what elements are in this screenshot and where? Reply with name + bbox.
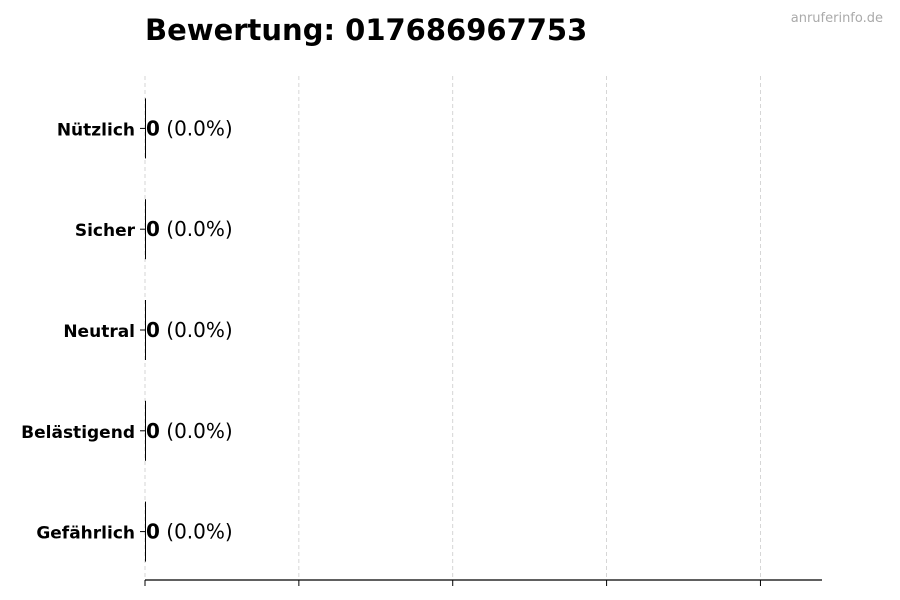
value-label: 0 (0.0%) [146,318,233,342]
chart-title: Bewertung: 017686967753 [145,13,587,47]
value-label: 0 (0.0%) [146,217,233,241]
category-label: Gefährlich [36,524,135,544]
value-label: 0 (0.0%) [146,116,233,140]
count-label: 0 [146,116,160,140]
percent-label: (0.0%) [160,318,233,342]
count-label: 0 [146,419,160,443]
count-label: 0 [146,318,160,342]
gridlines [144,76,761,580]
watermark: anruferinfo.de [791,11,883,26]
value-label: 0 (0.0%) [146,520,233,544]
value-label: 0 (0.0%) [146,419,233,443]
count-label: 0 [146,217,160,241]
percent-label: (0.0%) [160,520,233,544]
bar [145,199,146,260]
bars: Nützlich 0 (0.0%) Sicher 0 (0.0%) Neutral 0 (… [21,98,233,562]
category-label: Neutral [63,322,135,342]
bar [145,400,146,461]
bar [145,98,146,159]
category-label: Belästigend [21,423,135,443]
percent-label: (0.0%) [160,116,233,140]
category-label: Nützlich [57,120,135,140]
bar [145,300,146,360]
count-label: 0 [146,520,160,544]
percent-label: (0.0%) [160,419,233,443]
bar [145,501,146,562]
category-label: Sicher [75,221,136,241]
x-axis [144,579,822,586]
percent-label: (0.0%) [160,217,233,241]
